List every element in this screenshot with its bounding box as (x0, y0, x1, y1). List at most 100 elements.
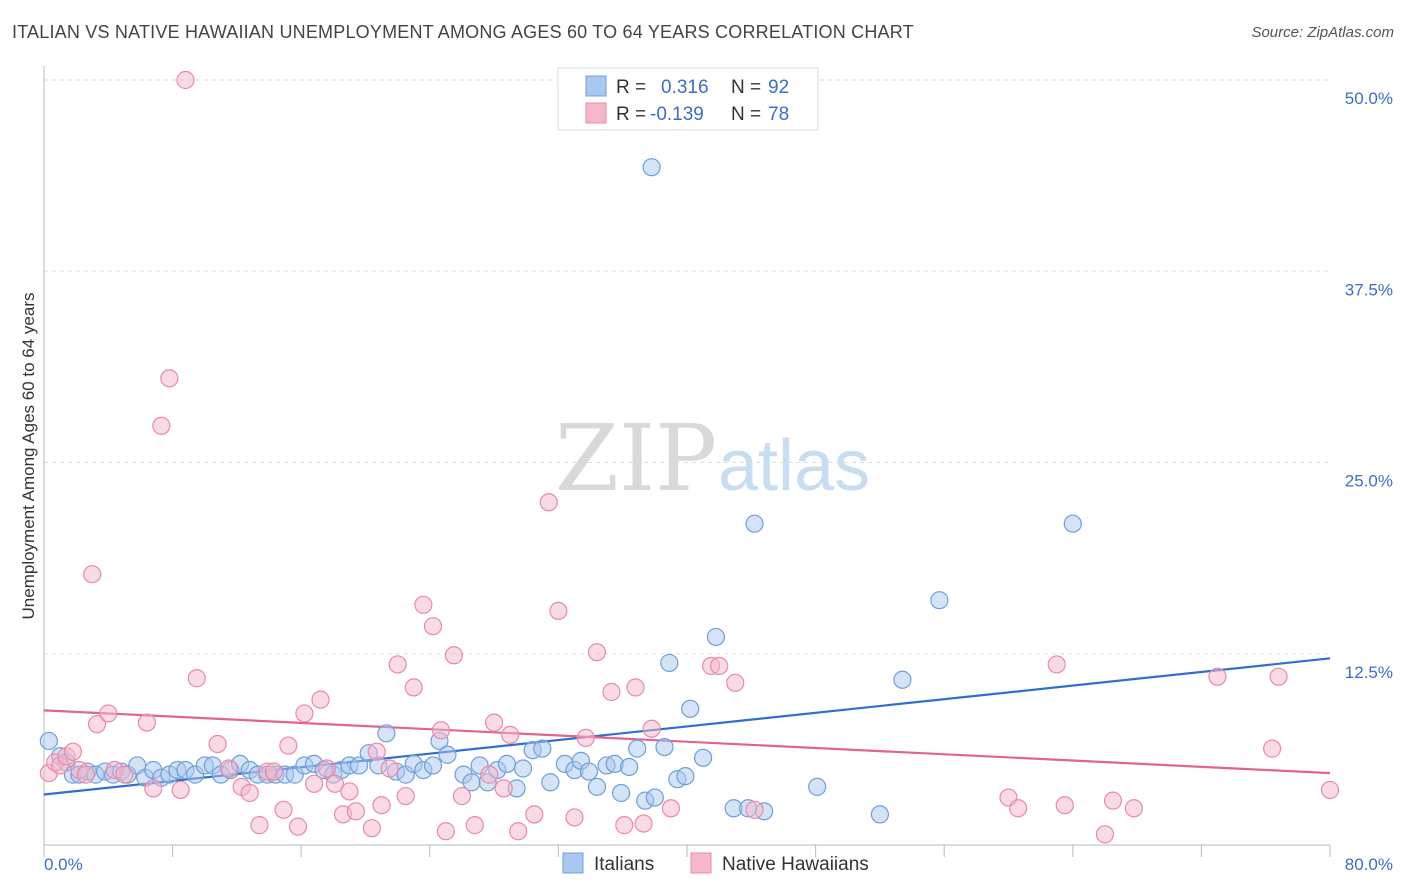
point-hawaiians (423, 617, 443, 636)
point-italians (541, 773, 560, 792)
point-italians (39, 731, 58, 751)
point-hawaiians (317, 759, 337, 778)
point-hawaiians (626, 678, 645, 697)
legend-r-value-italians: 0.316 (661, 77, 709, 98)
point-italians (676, 767, 695, 786)
point-hawaiians (83, 565, 102, 584)
point-hawaiians (346, 802, 365, 821)
source-label: Source: ZipAtlas.com (1251, 24, 1394, 41)
point-hawaiians (549, 601, 568, 621)
legend-swatch-italians (585, 75, 607, 97)
point-italians (930, 591, 949, 610)
legend-swatch-hawaiians (585, 102, 607, 124)
legend-n-value-italians: 92 (768, 77, 789, 98)
legend-n-value-hawaiians: 78 (768, 104, 789, 125)
point-hawaiians (137, 713, 156, 732)
point-hawaiians (525, 805, 544, 824)
point-italians (745, 514, 764, 533)
watermark-atlas: atlas (718, 426, 870, 506)
point-hawaiians (1103, 791, 1123, 810)
series-legend-swatch-hawaiians (690, 852, 712, 874)
series-legend-label-hawaiians: Native Hawaiians (722, 854, 869, 875)
point-hawaiians (340, 782, 359, 801)
point-hawaiians (176, 70, 195, 90)
point-italians (377, 724, 396, 743)
point-hawaiians (661, 799, 681, 818)
point-italians (533, 739, 552, 758)
y-tick-label: 12.5% (1345, 663, 1393, 682)
point-italians (579, 762, 599, 781)
stats-legend: R = 0.316 N = 92 R = -0.139 N = 78 (557, 67, 819, 131)
series-legend: Italians Native Hawaiians (562, 852, 869, 875)
point-hawaiians (444, 646, 464, 665)
point-italians (497, 754, 517, 774)
point-hawaiians (1047, 655, 1066, 674)
legend-r-label-1: R = (616, 77, 646, 98)
point-hawaiians (115, 765, 134, 784)
point-hawaiians (1269, 667, 1288, 686)
point-hawaiians (274, 800, 293, 819)
watermark-zip: ZIP (555, 405, 717, 512)
y-tick-label: 50.0% (1345, 89, 1393, 108)
point-hawaiians (240, 783, 259, 803)
point-hawaiians (99, 704, 118, 723)
point-hawaiians (1009, 799, 1028, 818)
trend-line-hawaiians (43, 709, 1331, 775)
point-hawaiians (250, 816, 269, 835)
point-hawaiians (1320, 780, 1340, 800)
x-tick-label: 0.0% (44, 855, 83, 874)
point-hawaiians (436, 822, 455, 841)
point-hawaiians (279, 736, 298, 755)
point-italians (611, 783, 631, 803)
point-italians (660, 653, 679, 673)
point-hawaiians (539, 493, 558, 512)
series-legend-label-italians: Italians (594, 854, 654, 875)
point-hawaiians (144, 779, 163, 798)
point-hawaiians (1095, 825, 1115, 844)
point-hawaiians (576, 728, 595, 748)
legend-n-label-2: N = (731, 104, 761, 125)
point-hawaiians (642, 719, 661, 738)
point-hawaiians (431, 721, 451, 740)
point-italians (693, 748, 713, 767)
point-italians (681, 699, 700, 718)
point-hawaiians (362, 819, 382, 838)
point-hawaiians (187, 669, 206, 688)
point-hawaiians (87, 715, 107, 734)
point-hawaiians (63, 742, 83, 761)
point-hawaiians (414, 595, 433, 614)
point-italians (587, 777, 607, 796)
point-italians (706, 627, 726, 647)
axes: 12.5% 25.0% 37.5% 50.0% 0.0% 80.0% (43, 66, 1393, 874)
legend-r-label-2: R = (616, 104, 646, 125)
point-hawaiians (367, 742, 386, 761)
point-italians (808, 777, 827, 796)
y-axis-label: Unemployment Among Ages 60 to 64 years (19, 293, 38, 620)
point-italians (620, 757, 639, 777)
point-italians (870, 805, 890, 824)
point-italians (349, 756, 369, 775)
point-hawaiians (509, 822, 528, 841)
point-hawaiians (710, 656, 729, 676)
point-hawaiians (388, 655, 407, 674)
point-hawaiians (465, 816, 484, 835)
point-italians (423, 756, 443, 775)
chart-title: ITALIAN VS NATIVE HAWAIIAN UNEMPLOYMENT … (12, 22, 914, 42)
point-hawaiians (501, 725, 520, 744)
point-hawaiians (565, 808, 584, 827)
point-hawaiians (745, 800, 764, 819)
point-hawaiians (1124, 799, 1143, 818)
point-hawaiians (171, 780, 190, 800)
y-tick-label: 37.5% (1345, 280, 1393, 299)
point-hawaiians (587, 643, 607, 662)
point-hawaiians (219, 759, 238, 778)
point-hawaiians (152, 416, 171, 435)
point-hawaiians (494, 779, 513, 798)
x-tick-label: 80.0% (1345, 855, 1393, 874)
point-italians (628, 739, 647, 758)
point-hawaiians (1208, 667, 1227, 686)
legend-r-value-hawaiians: -0.139 (650, 104, 704, 125)
point-hawaiians (634, 814, 653, 833)
point-italians (1063, 514, 1082, 533)
